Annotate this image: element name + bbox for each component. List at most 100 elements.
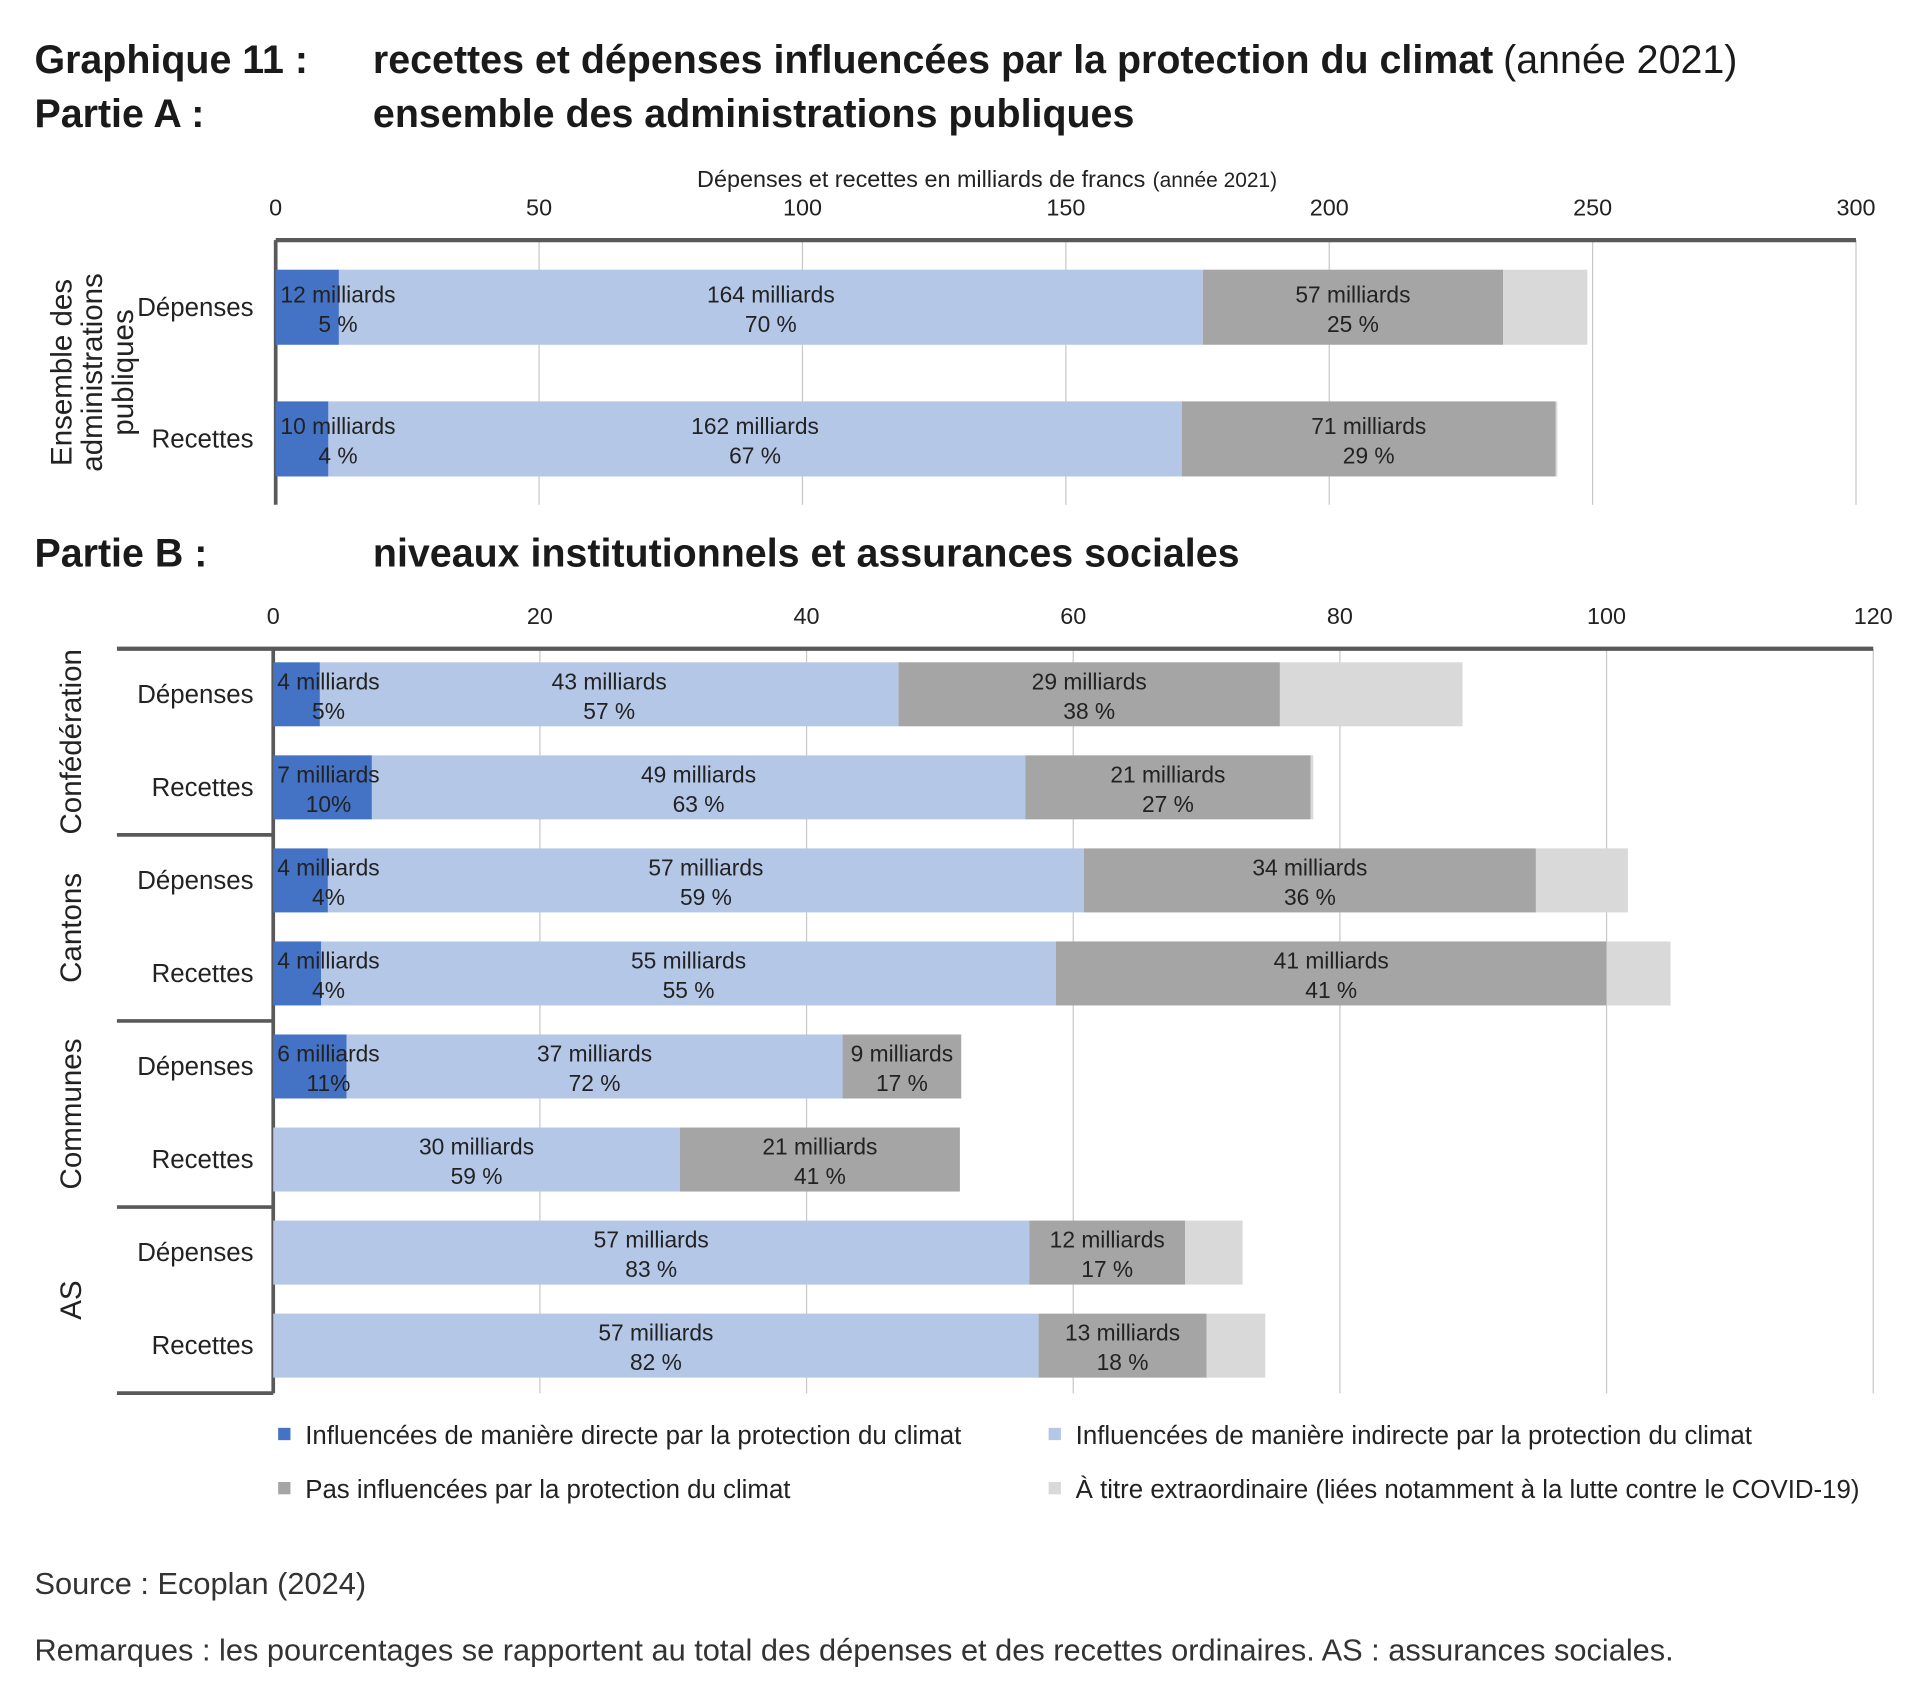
- part-b-label: Partie B :: [34, 531, 207, 575]
- figure-title-main: recettes et dépenses influencées par la …: [373, 38, 1493, 82]
- bar-row: Dépenses 12 milliards 5 % 164 milliards 70 %…: [137, 269, 1588, 345]
- legend-item: À titre extraordinaire (liées notamment …: [1048, 1475, 1860, 1504]
- data-label-percent: 41 %: [794, 1163, 846, 1189]
- data-label-percent: 70 %: [745, 311, 797, 337]
- bar-segment: [1029, 1220, 1186, 1285]
- group: Dépenses 12 milliards 5 % 164 milliards 70 %…: [45, 269, 1588, 477]
- data-label-amount: 57 milliards: [648, 854, 763, 880]
- bar-segment: [1279, 662, 1463, 727]
- data-label-percent: 72 %: [569, 1070, 621, 1096]
- bar-segment: [327, 848, 1084, 913]
- legend-item: Pas influencées par la protection du cli…: [278, 1476, 790, 1504]
- bar-segment: [275, 401, 329, 477]
- x-tick-label: 100: [783, 195, 822, 221]
- axis-title-year: (année 2021): [1153, 169, 1277, 192]
- data-label-amount: 55 milliards: [631, 948, 746, 974]
- part-b-title: niveaux institutionnels et assurances so…: [373, 531, 1240, 575]
- x-tick-label: 20: [527, 603, 553, 629]
- data-label-amount: 7 milliards: [277, 761, 379, 787]
- data-label-amount: 21 milliards: [1110, 761, 1225, 787]
- bar-segment: [679, 1127, 960, 1192]
- bar-segment: [1206, 1313, 1266, 1378]
- x-tick-label: 80: [1327, 603, 1353, 629]
- data-label-amount: 30 milliards: [419, 1134, 534, 1160]
- category-label: Dépenses: [137, 294, 253, 322]
- category-label: Dépenses: [137, 867, 253, 895]
- x-tick-label: 0: [267, 603, 280, 629]
- bar-segment: [1083, 848, 1536, 913]
- category-label: Recettes: [152, 1332, 254, 1360]
- data-label-percent: 59 %: [680, 884, 732, 910]
- data-label-amount: 37 milliards: [537, 1041, 652, 1067]
- data-label-amount: 21 milliards: [762, 1134, 877, 1160]
- group-label: administrations: [76, 273, 109, 472]
- group: Dépenses 57 milliards 83 % 12 milliards 17 %…: [55, 1220, 1266, 1395]
- bar-segment: [371, 755, 1026, 820]
- data-label-percent: 27 %: [1142, 791, 1194, 817]
- data-label-amount: 29 milliards: [1032, 668, 1147, 694]
- data-label-percent: 17 %: [1081, 1256, 1133, 1282]
- legend: Influencées de manière directe par la pr…: [278, 1422, 1859, 1504]
- data-label-amount: 49 milliards: [641, 761, 756, 787]
- group: Dépenses 4 milliards 5% 43 milliards 57 % 29 …: [55, 649, 1463, 837]
- bar-segment: [338, 269, 1203, 345]
- data-label-amount: 4 milliards: [277, 668, 379, 694]
- x-tick-label: 50: [526, 195, 552, 221]
- bar-row: Recettes 4 milliards 4% 55 milliards 55 % 41 …: [152, 941, 1671, 1006]
- data-label-amount: 13 milliards: [1065, 1320, 1180, 1346]
- data-label-percent: 41 %: [1305, 977, 1357, 1003]
- x-tick-label: 100: [1587, 603, 1626, 629]
- data-label-percent: 4%: [312, 884, 345, 910]
- x-tick-label: 200: [1310, 195, 1349, 221]
- bar-segment: [273, 662, 320, 727]
- data-label-percent: 25 %: [1327, 311, 1379, 337]
- bar-segment: [273, 1127, 680, 1192]
- data-label-percent: 55 %: [663, 977, 715, 1003]
- legend-swatch: [1048, 1482, 1061, 1495]
- part-a-title: ensemble des administrations publiques: [373, 92, 1134, 136]
- group-label: Ensemble des: [45, 279, 78, 466]
- bar-segment: [898, 662, 1280, 727]
- category-label: Dépenses: [137, 1053, 253, 1081]
- data-label-percent: 57 %: [583, 698, 635, 724]
- legend-label: À titre extraordinaire (liées notamment …: [1076, 1475, 1860, 1504]
- data-label-amount: 164 milliards: [707, 281, 835, 307]
- data-label-percent: 11%: [307, 1070, 351, 1096]
- bar-segment: [273, 1313, 1039, 1378]
- bar-segment: [321, 941, 1056, 1006]
- category-label: Recettes: [152, 960, 254, 988]
- data-label-amount: 12 milliards: [1050, 1227, 1165, 1253]
- bar-row: Dépenses 6 milliards 11% 37 milliards 72 % 9 …: [137, 1034, 962, 1099]
- legend-label: Influencées de manière indirecte par la …: [1076, 1422, 1752, 1450]
- bar-row: Dépenses 4 milliards 5% 43 milliards 57 % 29 …: [137, 662, 1463, 727]
- bar-segment: [1185, 1220, 1243, 1285]
- legend-swatch: [278, 1482, 291, 1495]
- data-label-amount: 12 milliards: [280, 281, 395, 307]
- data-label-percent: 17 %: [876, 1070, 928, 1096]
- data-label-amount: 71 milliards: [1311, 413, 1426, 439]
- data-label-amount: 10 milliards: [280, 413, 395, 439]
- bar-segment: [1202, 269, 1504, 345]
- bar-segment: [273, 1034, 347, 1099]
- group-label: Confédération: [55, 649, 88, 834]
- legend-item: Influencées de manière indirecte par la …: [1048, 1422, 1752, 1450]
- data-label-percent: 83 %: [625, 1256, 677, 1282]
- data-label-percent: 5 %: [318, 311, 357, 337]
- group-label: publiques: [107, 309, 140, 435]
- legend-label: Pas influencées par la protection du cli…: [305, 1476, 790, 1504]
- group: Dépenses 6 milliards 11% 37 milliards 72 % 9 …: [55, 1034, 962, 1209]
- bar-segment: [1181, 401, 1556, 477]
- bar-row: Dépenses 4 milliards 4% 57 milliards 59 % 34 …: [137, 848, 1628, 913]
- group-label: Communes: [55, 1039, 88, 1190]
- bar-row: Recettes 57 milliards 82 % 13 milliards 18 %: [152, 1313, 1266, 1378]
- legend-item: Influencées de manière directe par la pr…: [278, 1422, 961, 1450]
- data-label-amount: 57 milliards: [594, 1227, 709, 1253]
- data-label-amount: 57 milliards: [1295, 281, 1410, 307]
- category-label: Dépenses: [137, 1239, 253, 1267]
- data-label-percent: 29 %: [1343, 443, 1395, 469]
- part-a-label: Partie A :: [34, 92, 204, 136]
- category-label: Recettes: [152, 774, 254, 802]
- data-label-amount: 34 milliards: [1252, 854, 1367, 880]
- bar-segment: [275, 269, 339, 345]
- bar-segment: [273, 1220, 1030, 1285]
